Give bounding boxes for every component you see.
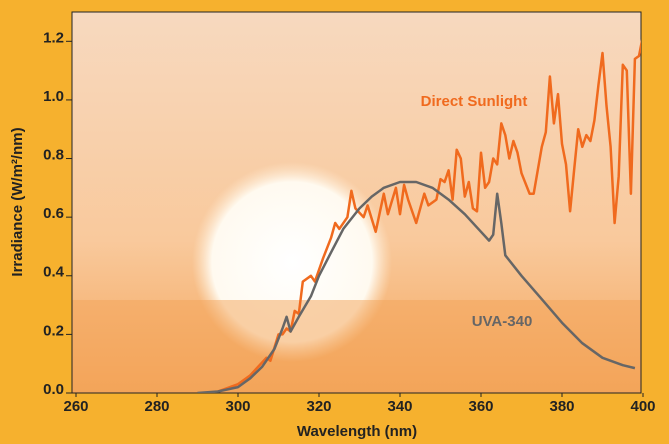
y-tick-label: 1.2 [43,29,64,46]
x-tick-label: 260 [63,398,88,415]
y-tick-label: 0.4 [43,264,65,281]
plot-frame [71,11,642,394]
x-tick-label: 380 [549,398,574,415]
series-label: UVA-340 [472,313,533,330]
series-line [217,39,641,393]
y-axis-label: Irradiance (W/m²/nm) [9,127,26,276]
x-tick-label: 300 [225,398,250,415]
series-line [197,180,636,393]
x-tick-label: 400 [630,398,655,415]
y-tick-label: 0.0 [43,381,64,398]
series-label: Direct Sunlight [421,93,528,110]
x-tick-label: 360 [468,398,493,415]
x-tick-label: 280 [144,398,169,415]
x-tick-label: 340 [387,398,412,415]
y-tick-label: 1.0 [43,88,64,105]
plot-background [72,12,641,393]
y-tick-label: 0.6 [43,205,64,222]
y-tick-label: 0.2 [43,322,64,339]
x-tick-label: 320 [306,398,331,415]
x-axis-label: Wavelength (nm) [297,423,417,440]
y-tick-label: 0.8 [43,147,64,164]
